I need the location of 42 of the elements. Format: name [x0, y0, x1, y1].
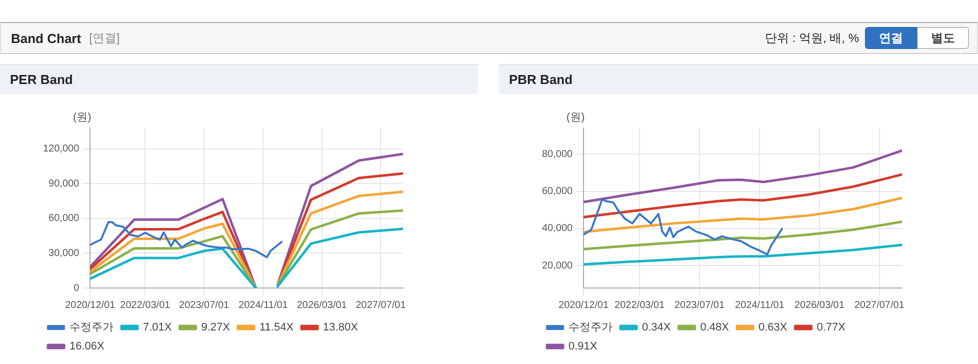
y-tick-label: 40,000: [542, 223, 574, 234]
chart-title: PBR Band: [499, 64, 978, 94]
y-axis-title: (원): [566, 112, 585, 124]
legend-label: 16.06X: [70, 340, 106, 353]
legend-label: 9.27X: [201, 322, 231, 334]
x-tick-label: 2022/03/01: [614, 300, 666, 311]
legend-label: 11.54X: [259, 322, 294, 334]
text: [연결]: [89, 30, 120, 46]
y-tick-label: 90,000: [48, 178, 80, 190]
x-tick-label: 2026/03/01: [296, 300, 348, 311]
x-tick-label: 2020/12/01: [65, 300, 116, 311]
x-tick-label: 2027/07/01: [356, 300, 406, 311]
text: 단위 : 억원, 배, %: [764, 30, 859, 46]
y-tick-label: 30,000: [48, 248, 80, 259]
legend-label: 7.01X: [143, 322, 172, 334]
chart-title: PER Band: [0, 64, 478, 94]
y-tick-label: 120,000: [42, 144, 80, 155]
y-tick-label: 0: [74, 282, 80, 294]
legend-label: 13.80X: [323, 322, 359, 334]
legend-label: 수정주가: [70, 322, 114, 334]
y-tick-label: 20,000: [542, 260, 574, 272]
legend-label: 0.77X: [816, 322, 846, 334]
x-tick-label: 2024/11/01: [238, 300, 288, 311]
x-tick-label: 2022/03/01: [120, 300, 171, 311]
legend-label: 수정주가: [568, 322, 612, 334]
legend-label: 0.91X: [568, 340, 598, 353]
x-tick-label: 2026/03/01: [794, 300, 845, 311]
y-tick-label: 80,000: [542, 148, 574, 160]
x-tick-label: 2023/07/01: [674, 300, 725, 311]
x-tick-label: 2027/07/01: [854, 300, 905, 311]
x-tick-label: 2020/12/01: [558, 300, 610, 311]
text: 연결: [865, 27, 917, 49]
text: Band Chart: [11, 30, 82, 46]
text: 별도: [917, 27, 969, 49]
legend-label: 0.48X: [700, 322, 730, 334]
y-tick-label: 60,000: [542, 186, 574, 198]
x-tick-label: 2024/11/01: [735, 300, 785, 311]
y-axis-title: (원): [72, 112, 92, 124]
legend-label: 0.34X: [642, 322, 672, 334]
legend-label: 0.63X: [758, 322, 788, 334]
x-tick-label: 2023/07/01: [179, 300, 230, 311]
y-tick-label: 60,000: [48, 213, 80, 224]
